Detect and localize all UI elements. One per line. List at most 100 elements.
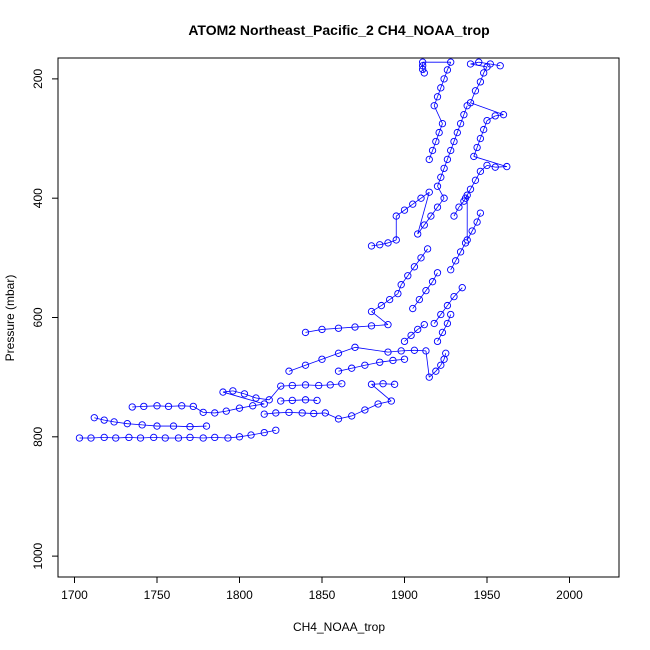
series-segment	[428, 150, 433, 160]
series-segment	[437, 87, 442, 97]
series-segment	[351, 409, 366, 417]
series-segment	[419, 290, 427, 300]
data-point	[361, 361, 369, 369]
data-point	[334, 349, 343, 357]
data-point	[338, 380, 346, 388]
data-point	[433, 203, 442, 211]
series-segment	[132, 405, 144, 408]
data-point	[153, 402, 161, 410]
series-segment	[480, 129, 485, 139]
series-segment	[127, 423, 143, 426]
series-segment	[338, 326, 356, 329]
data-point	[301, 361, 310, 369]
x-tick-label: 1800	[226, 588, 253, 602]
series-segment	[480, 165, 488, 172]
data-point	[392, 212, 400, 220]
data-point	[438, 328, 447, 337]
data-point	[468, 227, 476, 235]
data-point	[389, 356, 397, 365]
series-segment	[417, 324, 425, 330]
data-point	[418, 58, 427, 66]
series-segment	[447, 62, 452, 71]
data-point	[466, 99, 475, 107]
series-segment	[456, 123, 461, 133]
data-point	[410, 263, 419, 271]
series-segment	[397, 284, 402, 294]
data-point	[140, 402, 148, 411]
data-point	[466, 60, 475, 68]
data-point	[301, 381, 310, 389]
data-point	[240, 390, 249, 398]
data-point	[447, 310, 455, 319]
series-segment	[115, 437, 129, 439]
data-point	[186, 423, 194, 431]
series-segment	[371, 305, 382, 312]
series-segment	[463, 105, 468, 115]
data-point	[466, 185, 475, 193]
series-segment	[351, 364, 365, 369]
series-segment	[232, 390, 245, 395]
series-segment	[378, 400, 392, 405]
data-point	[450, 137, 458, 146]
series-segment	[414, 257, 422, 268]
data-point	[334, 415, 343, 423]
series-segment	[222, 390, 233, 393]
series-segment	[447, 150, 452, 160]
data-point	[486, 60, 494, 68]
data-point	[437, 84, 445, 92]
series-segment	[438, 123, 443, 133]
data-point	[455, 203, 463, 211]
data-point	[471, 176, 480, 184]
series-segment	[440, 168, 445, 178]
series-segment	[239, 405, 253, 409]
series-segment	[447, 296, 455, 306]
series-segment	[156, 405, 169, 407]
series-segment	[371, 383, 384, 385]
data-point	[491, 163, 499, 171]
data-point	[425, 155, 433, 164]
series-segment	[214, 410, 227, 414]
series-segment	[318, 384, 331, 386]
data-point	[249, 402, 257, 410]
data-point	[351, 323, 359, 331]
series-segment	[325, 412, 339, 420]
series-segment	[214, 437, 228, 439]
data-point	[471, 87, 480, 95]
data-point	[361, 406, 369, 414]
series-segment	[280, 385, 293, 387]
series-segment	[387, 239, 397, 244]
data-point	[277, 397, 285, 405]
series-segment	[410, 329, 418, 336]
data-point	[450, 292, 458, 301]
data-point	[247, 431, 255, 439]
data-point	[272, 409, 280, 417]
series-segment	[313, 412, 326, 414]
data-point	[480, 69, 488, 77]
data-point	[447, 58, 455, 66]
data-point	[483, 161, 491, 170]
data-point	[235, 404, 244, 412]
data-point	[385, 295, 394, 304]
data-point	[222, 407, 230, 415]
series-segment	[178, 437, 191, 439]
series-segment	[471, 221, 478, 232]
data-point	[313, 396, 321, 405]
series-segment	[404, 203, 413, 211]
series-segment	[420, 248, 428, 259]
data-point	[367, 322, 376, 330]
data-point	[211, 433, 219, 442]
series-segment	[475, 171, 481, 181]
series-segment	[392, 358, 405, 361]
series-segment	[470, 180, 476, 190]
data-point	[433, 93, 442, 101]
data-point	[252, 394, 260, 402]
series-segment	[252, 403, 265, 407]
data-point	[430, 319, 438, 328]
series-segment	[476, 212, 481, 223]
series-segment	[364, 403, 379, 411]
y-tick-label: 400	[31, 188, 45, 208]
series-segment	[292, 384, 306, 386]
series-segment	[330, 383, 342, 386]
data-point	[447, 266, 455, 274]
series-segment	[412, 197, 422, 205]
